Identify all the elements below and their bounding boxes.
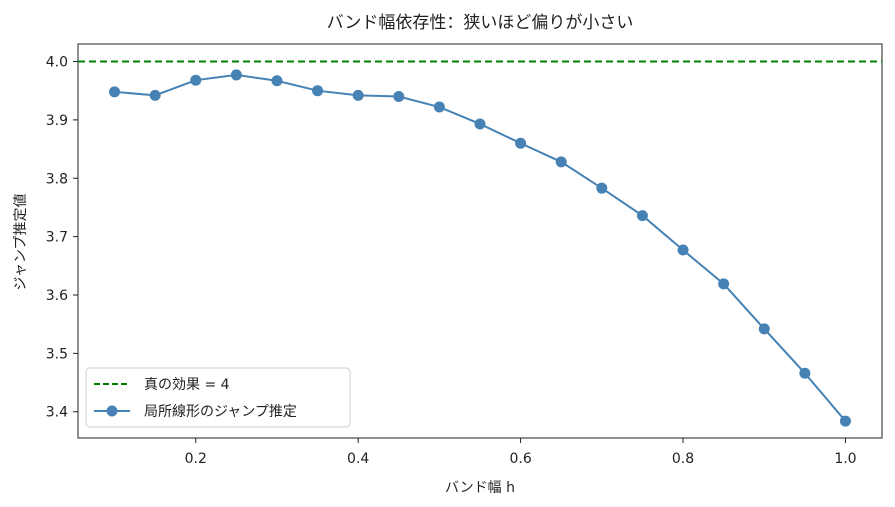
y-tick-label: 3.6 — [46, 288, 68, 304]
x-tick-label: 0.6 — [509, 451, 531, 467]
chart-title: バンド幅依存性：狭いほど偏りが小さい — [327, 13, 634, 33]
data-point — [109, 86, 121, 98]
data-point — [474, 118, 486, 130]
data-point — [799, 367, 811, 379]
legend: 真の効果 = 4 局所線形のジャンプ推定 — [85, 367, 351, 428]
series-group — [109, 69, 851, 427]
data-point — [758, 323, 770, 335]
data-point — [190, 74, 202, 86]
data-point — [515, 137, 527, 149]
data-point — [718, 278, 730, 290]
data-point — [149, 89, 161, 101]
y-tick-label: 3.5 — [46, 346, 68, 362]
data-point — [271, 75, 283, 87]
x-tick-label: 1.0 — [834, 451, 856, 467]
y-axis-label: ジャンプ推定値 — [13, 194, 29, 291]
x-axis: 0.2 0.4 0.6 0.8 1.0 — [185, 438, 857, 467]
data-point — [636, 210, 648, 222]
plot-area — [77, 43, 883, 439]
data-point — [596, 182, 608, 194]
data-point — [352, 89, 364, 101]
data-point — [312, 85, 324, 97]
data-point — [677, 244, 689, 256]
data-point — [433, 101, 445, 113]
x-tick-label: 0.8 — [672, 451, 694, 467]
data-point — [839, 415, 851, 427]
x-axis-label: バンド幅 h — [445, 480, 515, 496]
legend-series-marker — [106, 405, 118, 417]
legend-box — [85, 367, 351, 428]
y-tick-label: 4.0 — [46, 55, 68, 71]
x-tick-label: 0.4 — [347, 451, 369, 467]
y-tick-label: 3.8 — [46, 171, 68, 187]
data-point — [555, 156, 567, 168]
x-tick-label: 0.2 — [185, 451, 207, 467]
legend-reference-label: 真の効果 = 4 — [144, 377, 230, 393]
y-tick-label: 3.7 — [46, 230, 68, 246]
y-axis: 3.4 3.5 3.6 3.7 3.8 3.9 4.0 — [46, 55, 78, 421]
y-tick-label: 3.9 — [46, 113, 68, 129]
y-tick-label: 3.4 — [46, 405, 68, 421]
legend-series-label: 局所線形のジャンプ推定 — [144, 404, 297, 420]
data-point — [230, 69, 242, 81]
data-point — [393, 91, 405, 103]
plot-frame — [77, 43, 883, 439]
